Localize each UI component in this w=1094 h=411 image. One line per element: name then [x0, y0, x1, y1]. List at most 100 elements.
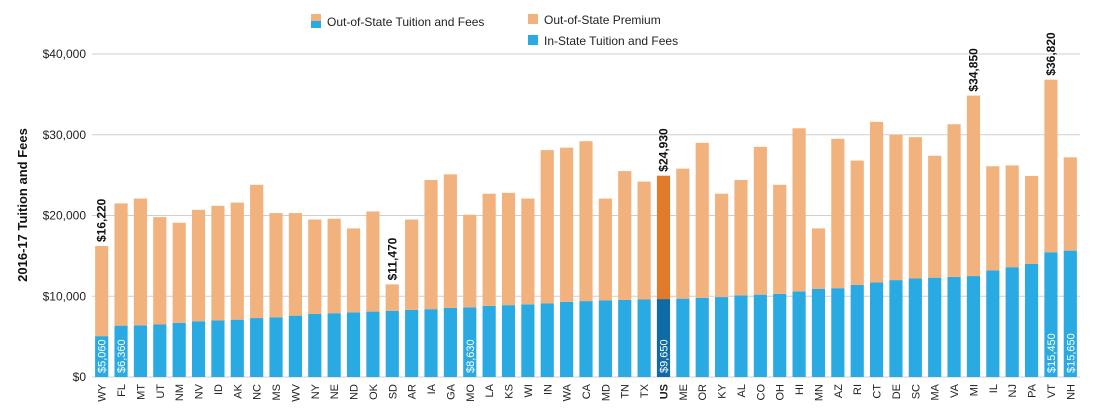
x-tick-label-hi: HI [794, 384, 806, 395]
data-label-total-mi: $34,850 [966, 48, 980, 92]
bar-premium-ok [366, 211, 380, 312]
bar-premium-sd [385, 284, 399, 311]
bar-premium-ks [501, 192, 516, 306]
bar-premium-ky [715, 193, 729, 298]
y-tick-label: $10,000 [43, 289, 87, 303]
x-tick-label-ok: OK [368, 383, 380, 400]
data-label-instate-wy: $5,060 [97, 339, 109, 373]
x-tick-label-nh: NH [1065, 384, 1077, 400]
x-tick-label-nc: NC [252, 384, 264, 400]
bar-instate-ky [715, 297, 729, 377]
bar-premium-il [986, 166, 1000, 271]
bar-premium-ct [870, 121, 884, 283]
data-label-total-vt: $36,820 [1044, 32, 1058, 76]
bar-premium-hi [792, 128, 806, 292]
legend-premium-swatch [528, 14, 538, 24]
bar-instate-la [482, 305, 496, 377]
bar-instate-fl [114, 325, 128, 377]
legend-instate-label: In-State Tuition and Fees [544, 34, 678, 48]
bar-instate-al [734, 295, 748, 377]
x-tick-label-or: OR [697, 384, 709, 401]
data-label-instate-us: $9,650 [658, 339, 670, 373]
x-tick-label-tx: TX [639, 383, 651, 398]
bar-instate-va [947, 276, 961, 377]
bar-instate-nv [191, 321, 206, 377]
data-labels: $16,220 $5,060 $6,360 $11,470 $8,630 $24,930 $… [95, 32, 1078, 373]
bar-instate-ak [230, 319, 244, 377]
x-tick-label-in: IN [542, 384, 554, 395]
bar-instate-mn [811, 288, 826, 377]
x-tick-label-ca: CA [581, 383, 593, 399]
bar-instate-ri [850, 284, 864, 377]
bar-premium-la [482, 193, 496, 306]
bar-instate-vt [1044, 252, 1058, 377]
x-tick-label-sd: SD [387, 384, 399, 399]
bar-instate-ia [424, 309, 438, 377]
x-tick-label-us: US [658, 384, 670, 399]
bar-premium-wy [95, 246, 109, 337]
bar-premium-tx [637, 181, 651, 300]
x-tick-label-pa: PA [1027, 383, 1039, 398]
bar-instate-nm [172, 322, 186, 377]
bar-instate-az [831, 288, 845, 377]
bars [95, 79, 1077, 377]
bar-instate-us [656, 299, 671, 377]
bar-instate-wi [521, 304, 535, 377]
bar-premium-de [889, 134, 903, 281]
y-axis-label: 2016-17 Tuition and Fees [15, 128, 30, 282]
x-tick-label-vt: VT [1046, 384, 1058, 398]
x-tick-label-fl: FL [116, 384, 128, 397]
bar-premium-wv [288, 213, 302, 316]
x-tick-label-wy: WY [97, 383, 109, 401]
data-label-total-sd: $11,470 [385, 237, 399, 280]
bar-instate-co [753, 294, 767, 377]
x-tick-label-mi: MI [968, 384, 980, 396]
x-tick-label-la: LA [484, 383, 496, 397]
x-tick-label-nm: NM [174, 384, 186, 401]
bar-instate-ok [366, 311, 380, 377]
x-tick-label-il: IL [988, 384, 1000, 393]
bar-premium-ma [928, 155, 942, 278]
y-tick-label: $0 [73, 370, 87, 384]
bar-premium-vt [1044, 79, 1058, 253]
bar-premium-us [656, 175, 671, 300]
bar-instate-pa [1024, 263, 1039, 377]
bar-instate-mi [966, 276, 981, 377]
x-tick-label-ct: CT [872, 384, 884, 399]
x-tick-label-ut: UT [155, 384, 167, 399]
bar-premium-ne [327, 218, 341, 314]
bar-instate-nj [1005, 267, 1019, 377]
bar-instate-mo [463, 307, 477, 377]
x-tick-label-ms: MS [271, 384, 283, 401]
x-tick-label-wi: WI [523, 384, 535, 397]
y-tick-label: $40,000 [43, 47, 87, 61]
x-tick-label-co: CO [755, 384, 767, 401]
bar-instate-nc [250, 318, 264, 377]
x-tick-label-ri: RI [852, 384, 864, 395]
x-tick-label-tn: TN [620, 384, 632, 399]
data-label-instate-vt: $15,450 [1046, 333, 1058, 373]
x-tick-label-az: AZ [833, 384, 845, 398]
x-tick-label-oh: OH [775, 384, 787, 401]
bar-instate-ar [405, 309, 419, 377]
bar-premium-in [540, 150, 554, 304]
bar-premium-nh [1063, 157, 1077, 251]
legend-left-label: Out-of-State Tuition and Fees [327, 15, 484, 29]
bar-premium-pa [1024, 175, 1039, 264]
bar-instate-ca [579, 301, 593, 377]
x-tick-label-me: ME [678, 384, 690, 401]
bar-instate-ct [870, 282, 884, 377]
x-tick-label-ma: MA [930, 383, 942, 400]
bar-instate-de [889, 280, 903, 377]
x-tick-label-ky: KY [717, 383, 729, 398]
bar-instate-ms [269, 317, 283, 377]
bar-instate-nd [346, 312, 361, 377]
data-label-instate-fl: $6,360 [116, 339, 128, 373]
y-tick-label: $20,000 [43, 209, 87, 223]
bar-premium-oh [773, 184, 787, 294]
bar-premium-ar [405, 219, 419, 310]
bar-instate-ks [501, 305, 516, 377]
bar-instate-wy [95, 336, 109, 377]
x-tick-label-ks: KS [504, 384, 516, 399]
bar-premium-mi [966, 95, 981, 277]
